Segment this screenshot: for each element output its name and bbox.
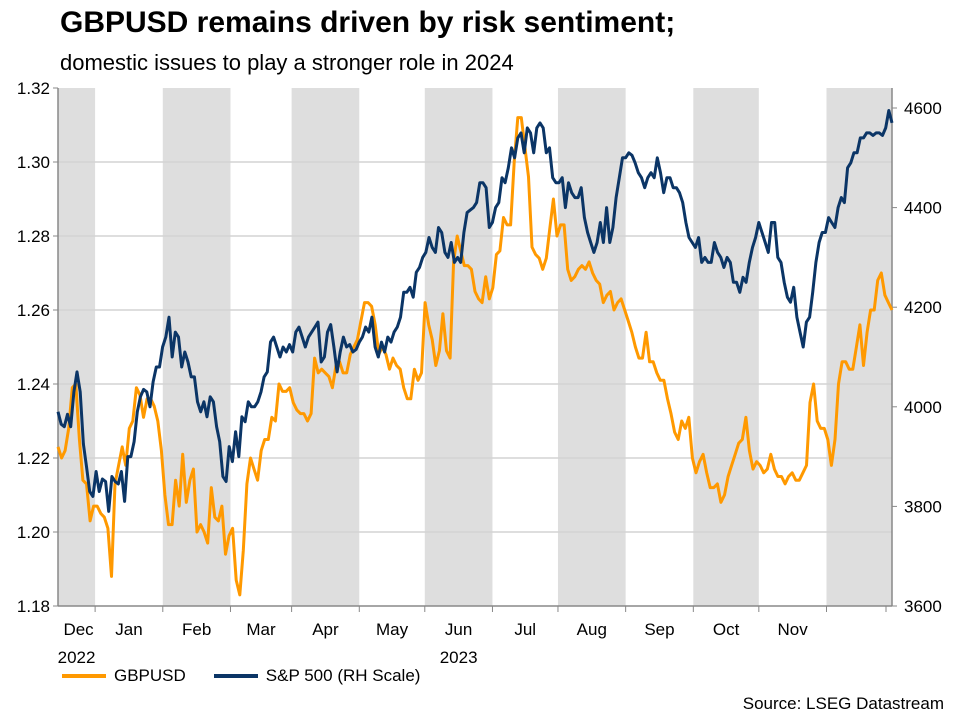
series-line-gbpusd bbox=[56, 116, 894, 597]
shaded-band-dec bbox=[826, 88, 892, 606]
x-tick-label: May bbox=[376, 620, 409, 639]
x-tick-label: Jul bbox=[514, 620, 536, 639]
y-tick-label-left: 1.30 bbox=[17, 153, 50, 172]
x-tick-label: Mar bbox=[246, 620, 276, 639]
y-tick-label-left: 1.24 bbox=[17, 375, 50, 394]
y-tick-label-right: 4200 bbox=[904, 298, 942, 317]
y-tick-label-left: 1.22 bbox=[17, 449, 50, 468]
legend-label-sp500: S&P 500 (RH Scale) bbox=[265, 666, 421, 685]
x-tick-label: Jan bbox=[115, 620, 142, 639]
x-tick-label: Apr bbox=[312, 620, 339, 639]
series-line-sp500 bbox=[56, 109, 894, 513]
y-tick-label-right: 3800 bbox=[904, 497, 942, 516]
chart-title: GBPUSD remains driven by risk sentiment; bbox=[60, 6, 676, 39]
y-tick-label-right: 4600 bbox=[904, 99, 942, 118]
shaded-band-oct bbox=[693, 88, 759, 606]
y-tick-label-left: 1.20 bbox=[17, 523, 50, 542]
y-tick-label-left: 1.18 bbox=[17, 597, 50, 616]
legend-label-gbpusd: GBPUSD bbox=[114, 666, 186, 685]
shaded-band-jun bbox=[424, 88, 493, 606]
y-tick-label-right: 3600 bbox=[904, 597, 942, 616]
y-tick-label-left: 1.28 bbox=[17, 227, 50, 246]
x-tick-label: Dec bbox=[63, 620, 94, 639]
x-tick-label: Oct bbox=[713, 620, 740, 639]
y-tick-label-left: 1.26 bbox=[17, 301, 50, 320]
legend: GBPUSD S&P 500 (RH Scale) bbox=[62, 666, 448, 686]
legend-item-sp500: S&P 500 (RH Scale) bbox=[213, 666, 421, 686]
x-tick-label: Jun bbox=[445, 620, 472, 639]
x-tick-label: Feb bbox=[182, 620, 211, 639]
legend-item-gbpusd: GBPUSD bbox=[62, 666, 186, 686]
legend-swatch-gbpusd bbox=[62, 674, 106, 678]
x-tick-label: Nov bbox=[778, 620, 809, 639]
legend-swatch-sp500 bbox=[213, 674, 258, 678]
x-year-label: 2023 bbox=[440, 648, 478, 667]
y-tick-label-right: 4000 bbox=[904, 398, 942, 417]
shaded-band-dec bbox=[58, 88, 96, 606]
source-note: Source: LSEG Datastream bbox=[742, 694, 944, 713]
x-tick-label: Aug bbox=[577, 620, 607, 639]
y-tick-label-left: 1.32 bbox=[17, 79, 50, 98]
y-tick-label-right: 4400 bbox=[904, 199, 942, 218]
x-tick-label: Sep bbox=[644, 620, 674, 639]
x-year-label: 2022 bbox=[58, 648, 96, 667]
shaded-band-aug bbox=[557, 88, 626, 606]
chart-subtitle: domestic issues to play a stronger role … bbox=[60, 50, 514, 75]
